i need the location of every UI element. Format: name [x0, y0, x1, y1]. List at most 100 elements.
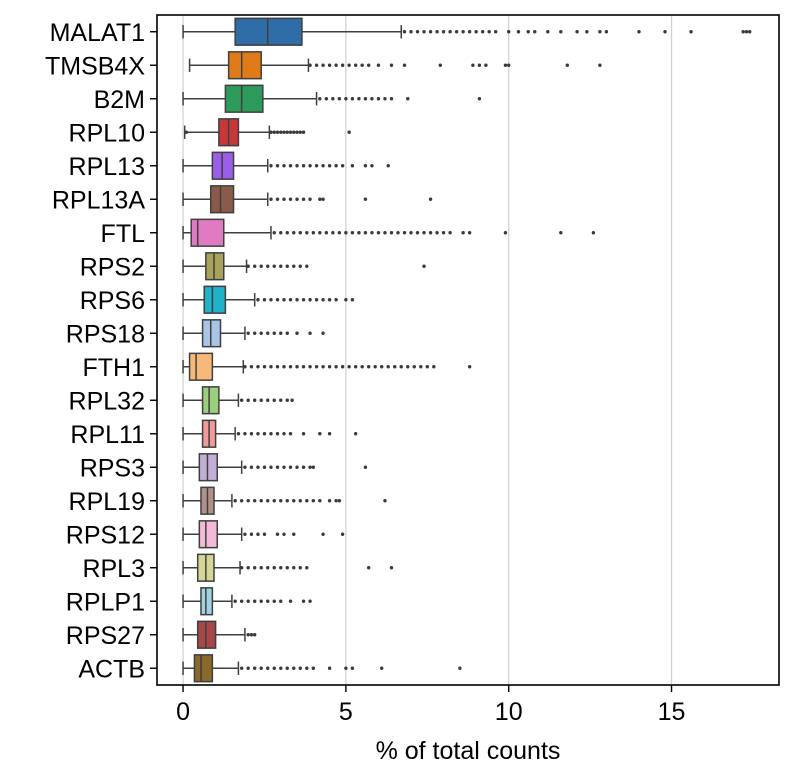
outlier-rpl3 [305, 566, 309, 570]
outlier-rps12 [321, 532, 325, 536]
outlier-actb [252, 666, 257, 670]
outlier-rps3 [282, 465, 286, 469]
outlier-rpl13 [386, 164, 390, 168]
outlier-rpl11 [275, 432, 280, 436]
outlier-malat1 [422, 30, 426, 34]
outlier-rpl10 [184, 130, 189, 134]
outlier-rpl13 [327, 164, 332, 168]
y-tick-label-rps18: RPS18 [66, 320, 145, 348]
outlier-ftl [357, 231, 361, 235]
box-rpl19 [182, 486, 387, 515]
outlier-rplp1 [279, 599, 283, 603]
outlier-malat1 [480, 30, 485, 34]
outlier-rpl13a [269, 197, 273, 201]
outlier-ftl [363, 231, 368, 235]
outlier-malat1 [689, 30, 693, 34]
y-tick-label-fth1: FTH1 [83, 354, 146, 382]
outlier-fth1 [275, 365, 280, 369]
outlier-rps18 [279, 331, 283, 335]
box-rps6 [182, 285, 355, 314]
outlier-fth1 [321, 365, 325, 369]
outlier-fth1 [288, 365, 293, 369]
outlier-malat1 [546, 30, 550, 34]
outlier-rpl10 [285, 130, 289, 134]
outlier-rps2 [246, 264, 250, 268]
outlier-rpl13 [308, 164, 312, 168]
outlier-tmsb4x [471, 63, 475, 67]
outlier-rps3 [308, 465, 312, 469]
outlier-malat1 [559, 30, 563, 34]
outlier-rpl3 [292, 566, 296, 570]
outlier-ftl [305, 231, 309, 235]
outlier-ftl [344, 231, 348, 235]
outlier-ftl [298, 231, 302, 235]
outlier-b2m [344, 97, 348, 101]
outlier-malat1 [663, 30, 667, 34]
outlier-rps6 [301, 298, 306, 302]
box-malat1 [182, 17, 752, 46]
outlier-actb [350, 666, 355, 670]
outlier-rpl19 [292, 499, 296, 503]
outlier-fth1 [301, 365, 306, 369]
box-body-tmsb4x [227, 51, 262, 80]
outlier-rpl19 [298, 499, 302, 503]
outlier-rpl10 [279, 130, 283, 134]
box-body-malat1 [234, 17, 303, 46]
box-body-fth1 [188, 352, 214, 381]
outlier-b2m [383, 97, 387, 101]
outlier-rps12 [275, 532, 280, 536]
outlier-b2m [350, 97, 355, 101]
outlier-rps12 [282, 532, 286, 536]
outlier-ftl [370, 231, 374, 235]
outlier-tmsb4x [598, 63, 602, 67]
y-tick-label-rpl3: RPL3 [82, 555, 145, 583]
outlier-rps12 [243, 532, 247, 536]
box-body-rplp1 [200, 587, 214, 616]
outlier-rplp1 [233, 599, 237, 603]
box-rpl13 [182, 151, 390, 180]
outlier-tmsb4x [565, 63, 570, 67]
outlier-rps6 [256, 298, 260, 302]
box-ftl [182, 218, 596, 247]
outlier-rpl32 [290, 398, 294, 402]
outlier-rpl10 [347, 130, 351, 134]
outlier-rpl3 [239, 566, 244, 570]
outlier-actb [279, 666, 283, 670]
outlier-actb [272, 666, 276, 670]
outlier-rps27 [246, 633, 250, 637]
outlier-rps6 [269, 298, 273, 302]
outlier-actb [458, 666, 462, 670]
outlier-malat1 [493, 30, 498, 34]
outlier-rpl13a [308, 197, 312, 201]
outlier-ftl [448, 231, 452, 235]
y-tick-label-tmsb4x: TMSB4X [45, 52, 145, 80]
outlier-rpl3 [366, 566, 371, 570]
outlier-ftl [409, 231, 413, 235]
outlier-rps3 [295, 465, 299, 469]
outlier-rpl32 [239, 398, 244, 402]
outlier-rps3 [288, 465, 293, 469]
outlier-tmsb4x [477, 63, 482, 67]
outlier-ftl [318, 231, 322, 235]
outlier-rpl19 [327, 499, 332, 503]
y-tick-label-actb: ACTB [78, 655, 145, 683]
outlier-rps27 [252, 633, 257, 637]
outlier-rps18 [285, 331, 289, 335]
outlier-rpl3 [266, 566, 270, 570]
outlier-rps12 [256, 532, 260, 536]
outlier-rpl19 [279, 499, 283, 503]
box-fth1 [182, 352, 472, 381]
outlier-actb [239, 666, 244, 670]
outlier-rpl32 [259, 398, 263, 402]
outlier-rpl13a [428, 197, 433, 201]
outlier-fth1 [419, 365, 423, 369]
outlier-fth1 [467, 365, 472, 369]
outlier-rpl11 [288, 432, 293, 436]
outlier-rpl3 [389, 566, 394, 570]
outlier-rpl19 [266, 499, 270, 503]
box-body-actb [193, 654, 214, 683]
outlier-rpl19 [246, 499, 250, 503]
outlier-tmsb4x [347, 63, 351, 67]
outlier-rps6 [275, 298, 280, 302]
outlier-rps18 [246, 331, 250, 335]
